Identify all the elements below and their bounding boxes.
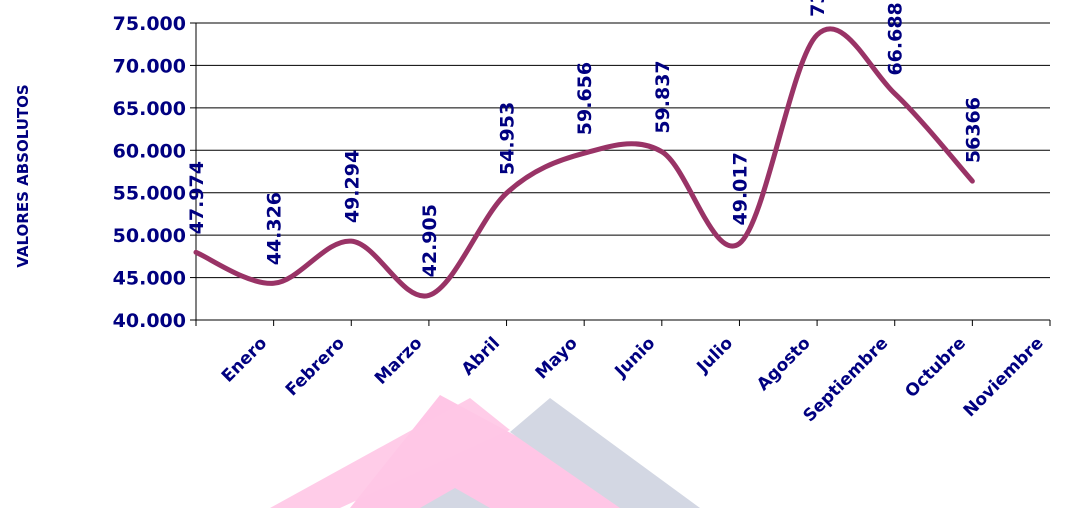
watermark-pink-band [270, 398, 510, 508]
watermark-gray-band [510, 398, 700, 508]
x-tick-label: Enero [218, 333, 271, 386]
x-tick-label: Noviembre [960, 333, 1048, 421]
y-tick-label: 50.000 [113, 225, 186, 247]
watermark-gray-center [420, 488, 490, 508]
y-tick-label: 40.000 [113, 310, 186, 332]
data-labels: 47.974 44.326 49.294 42.905 54.953 59.656 59.8… [186, 0, 984, 277]
data-label: 59.656 [574, 62, 596, 135]
data-label: 49.294 [341, 150, 363, 223]
data-label: 49.017 [729, 152, 751, 225]
x-tick-label: Octubre [901, 333, 969, 401]
data-label: 44.326 [264, 192, 286, 265]
x-tick-labels: Enero Febrero Marzo Abril Mayo Junio Julio Agos… [218, 333, 1048, 426]
series-line [193, 26, 975, 299]
y-tick-label: 75.000 [113, 13, 186, 35]
data-label: 59.837 [652, 60, 674, 133]
x-tick-label: Mayo [532, 333, 582, 383]
data-label: 42.905 [419, 204, 441, 277]
x-tick-label: Julio [693, 333, 737, 377]
y-tick-labels: 40.000 45.000 50.000 55.000 60.000 65.000 70.0… [113, 13, 186, 332]
data-label: 66.688 [885, 2, 907, 75]
y-axis-title: VALORES ABSOLUTOS [14, 84, 32, 267]
x-tick-label: Marzo [371, 333, 426, 388]
y-tick-label: 70.000 [113, 55, 186, 77]
data-label: 54.953 [497, 102, 519, 175]
data-label: 56366 [962, 97, 984, 163]
x-tick-label: Agosto [753, 333, 814, 394]
data-label: 47.974 [186, 161, 208, 234]
x-tick-label: Febrero [282, 333, 349, 400]
x-tick-label: Junio [611, 333, 660, 382]
data-label: 73 [807, 0, 829, 17]
y-tick-label: 60.000 [113, 140, 186, 162]
y-tick-label: 55.000 [113, 183, 186, 205]
y-tick-label: 65.000 [113, 98, 186, 120]
x-tick-label: Abril [458, 333, 504, 379]
axes [195, 23, 1051, 326]
y-tick-label: 45.000 [113, 268, 186, 290]
watermark-logo [270, 395, 700, 508]
gridlines [190, 22, 1050, 321]
